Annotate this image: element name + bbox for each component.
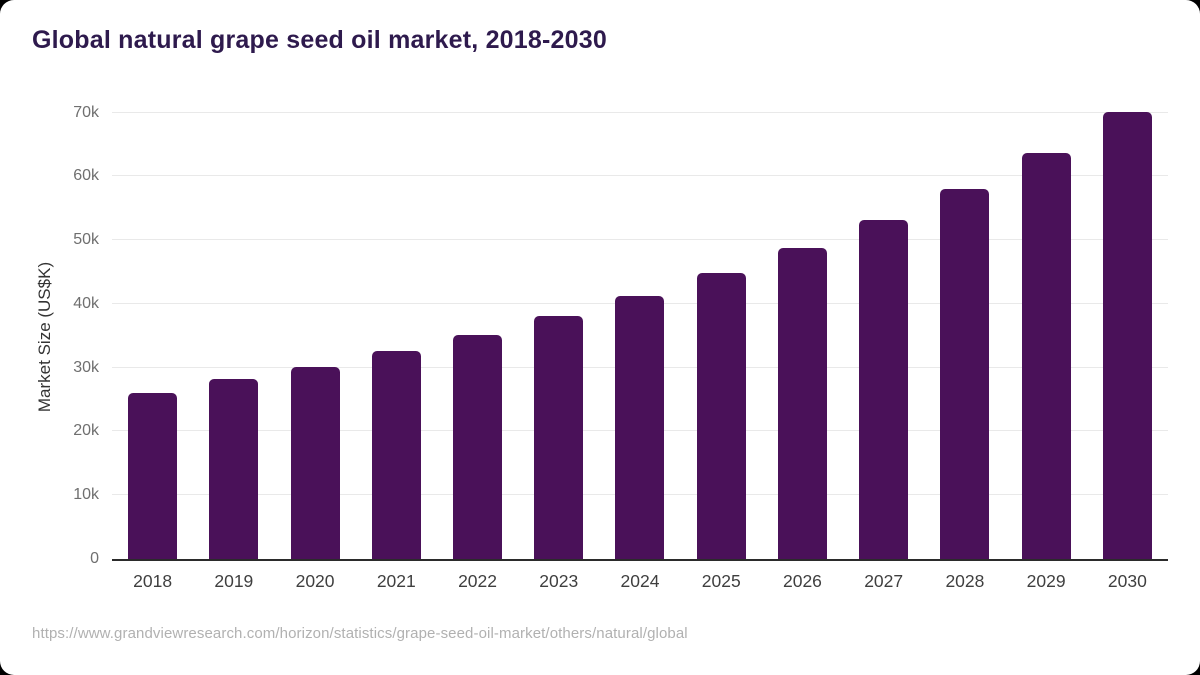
y-tick-label: 70k	[73, 103, 99, 121]
x-tick-label-2028: 2028	[945, 570, 985, 591]
bar-2018	[128, 393, 178, 559]
bar-column-2030: 2030	[1087, 112, 1168, 589]
bar-column-2025: 2025	[681, 113, 762, 589]
x-tick-label-2024: 2024	[620, 570, 660, 591]
bar-column-2024: 2024	[599, 113, 680, 589]
bar-2020	[290, 366, 340, 559]
bar-column-2029: 2029	[1006, 113, 1087, 589]
x-tick-label-2022: 2022	[458, 570, 497, 591]
bar-2025	[696, 272, 746, 559]
x-tick-label-2020: 2020	[295, 570, 335, 591]
bar-2029	[1021, 152, 1071, 559]
bar-2023	[534, 316, 584, 559]
gridline	[112, 239, 1168, 241]
y-axis-title: Market Size (US$K)	[35, 261, 54, 412]
bar-column-2019: 2019	[193, 113, 274, 589]
bar-column-2021: 2021	[356, 113, 437, 589]
gridline	[112, 175, 1168, 177]
bar-2019	[209, 379, 259, 559]
bar-column-2027: 2027	[843, 113, 924, 589]
bar-column-2028: 2028	[924, 113, 1005, 589]
bar-2030	[1102, 112, 1152, 559]
bar-column-2022: 2022	[437, 113, 518, 589]
bar-column-2026: 2026	[762, 113, 843, 589]
bar-2022	[453, 335, 503, 559]
bar-2027	[859, 220, 909, 559]
x-tick-label-2026: 2026	[782, 570, 822, 591]
y-tick-label: 50k	[73, 231, 99, 249]
bar-column-2023: 2023	[518, 113, 599, 589]
bar-2021	[371, 351, 421, 559]
y-tick-label: 40k	[73, 294, 99, 312]
x-tick-label-2027: 2027	[864, 570, 904, 591]
gridline	[112, 111, 1168, 113]
bar-2026	[777, 248, 827, 559]
bar-2028	[940, 188, 990, 559]
bar-2024	[615, 296, 665, 559]
y-tick-label: 30k	[73, 358, 99, 376]
bar-column-2018: 2018	[112, 113, 193, 589]
x-tick-label-2023: 2023	[539, 570, 579, 591]
y-tick-label: 0	[90, 549, 99, 567]
x-tick-label-2025: 2025	[701, 570, 741, 591]
chart-region: Market Size (US$K) 0 10k 20k 30k 40k 50k 60k 70…	[35, 104, 1168, 589]
y-tick-label: 60k	[73, 167, 99, 185]
x-tick-label-2030: 2030	[1107, 570, 1147, 591]
source-url: https://www.grandviewresearch.com/horizo…	[32, 624, 688, 642]
x-tick-label-2018: 2018	[133, 570, 173, 591]
x-tick-label-2019: 2019	[214, 570, 254, 591]
bar-column-2020: 2020	[274, 113, 355, 589]
chart-title: Global natural grape seed oil market, 20…	[32, 26, 607, 54]
x-tick-label-2029: 2029	[1026, 570, 1066, 591]
y-tick-label: 20k	[73, 422, 99, 440]
plot-area: 0 10k 20k 30k 40k 50k 60k 70k 2018 2019 2020 2021 20…	[73, 104, 1168, 589]
x-tick-label-2021: 2021	[376, 570, 416, 591]
y-tick-label: 10k	[73, 486, 99, 504]
